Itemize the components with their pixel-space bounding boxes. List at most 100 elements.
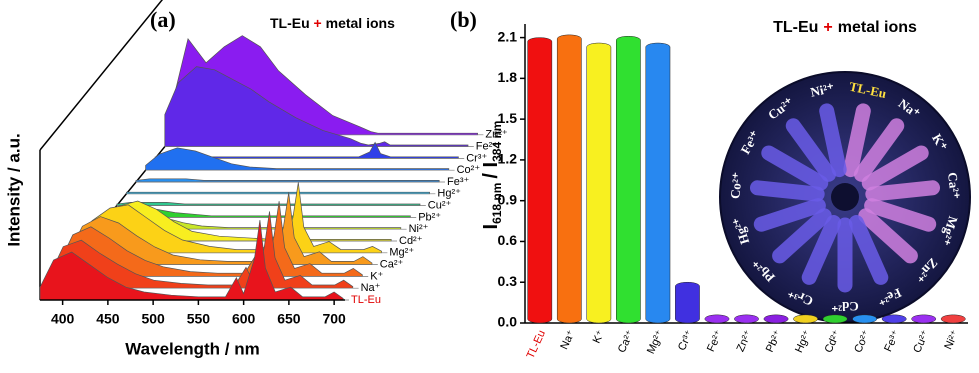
bar bbox=[793, 314, 818, 324]
inset-label: Cd²⁺ bbox=[831, 299, 859, 314]
inset-tube bbox=[853, 118, 905, 182]
spectrum-area bbox=[135, 178, 440, 183]
series-label: Na⁺ bbox=[361, 282, 381, 294]
series-label: Cu²⁺ bbox=[428, 200, 452, 212]
series-label: TL-Eu bbox=[351, 294, 381, 306]
inset-label: Ni²⁺ bbox=[809, 80, 835, 100]
x-tick-label: Cu²⁺ bbox=[911, 328, 932, 355]
bar bbox=[911, 314, 937, 324]
title-part: metal ions bbox=[838, 19, 917, 36]
y-label-part: I bbox=[480, 224, 502, 230]
y-label-part: 384 nm bbox=[490, 121, 504, 162]
x-tick-label: Fe²⁺ bbox=[705, 328, 725, 353]
chart-title: TL-Eu + metal ions bbox=[270, 15, 395, 31]
inset-tube bbox=[858, 208, 918, 264]
inset-tube bbox=[772, 208, 832, 264]
x-tick-label: Cd²⁺ bbox=[823, 328, 844, 355]
bar bbox=[734, 314, 759, 324]
y-tick-label: 0.0 bbox=[498, 314, 518, 330]
series-label: Cd²⁺ bbox=[399, 235, 423, 247]
x-tick-label: 400 bbox=[51, 311, 75, 327]
x-axis-label: Wavelength / nm bbox=[125, 339, 259, 358]
inset-tube bbox=[801, 215, 842, 285]
y-label-part: 618 nm bbox=[490, 183, 504, 224]
spectrum-area bbox=[39, 219, 344, 301]
y-tick-label: 2.1 bbox=[498, 28, 518, 44]
inset-tube bbox=[819, 103, 847, 178]
inset-tube bbox=[761, 145, 829, 191]
bar bbox=[763, 314, 789, 324]
panel-label: (b) bbox=[450, 7, 477, 32]
y-axis-label: I618 nm / I384 nm bbox=[480, 121, 504, 230]
y-tick-label: 0.3 bbox=[498, 273, 518, 289]
bar bbox=[822, 314, 848, 324]
series-label: Zn²⁺ bbox=[485, 129, 508, 141]
inset-tube bbox=[864, 198, 937, 232]
x-tick-label: Hg²⁺ bbox=[793, 328, 814, 355]
inset-center bbox=[831, 183, 859, 211]
series-label: Pb²⁺ bbox=[418, 211, 441, 223]
x-tick-label: Ca²⁺ bbox=[616, 328, 637, 355]
bar bbox=[704, 314, 730, 324]
y-tick-label: 1.5 bbox=[498, 110, 518, 126]
bar bbox=[675, 281, 700, 324]
inset-label: Ca²⁺ bbox=[945, 172, 963, 200]
series-label: Mg²⁺ bbox=[389, 247, 414, 259]
series-label: Hg²⁺ bbox=[437, 188, 461, 200]
x-tick-label: Cr³⁺ bbox=[676, 328, 696, 352]
y-tick-label: 0.9 bbox=[498, 191, 518, 207]
series-label: Ca²⁺ bbox=[380, 259, 404, 271]
spectrum-area bbox=[126, 191, 430, 195]
series-label: Co²⁺ bbox=[457, 164, 481, 176]
series-label: Cr³⁺ bbox=[466, 152, 487, 164]
x-tick-label: 600 bbox=[232, 311, 256, 327]
x-tick-label: Fe³⁺ bbox=[882, 328, 902, 353]
series-label: Ni²⁺ bbox=[409, 223, 429, 235]
inset-tube bbox=[861, 145, 929, 191]
series-label: Fe²⁺ bbox=[476, 141, 499, 153]
bar bbox=[616, 35, 641, 324]
x-tick-label: 500 bbox=[141, 311, 165, 327]
title-part: + bbox=[823, 19, 832, 36]
inset-tube bbox=[843, 103, 871, 178]
inset-tube bbox=[848, 215, 889, 285]
x-tick-label: K⁺ bbox=[591, 328, 608, 345]
y-tick-label: 1.8 bbox=[498, 69, 518, 85]
inset-tube bbox=[785, 118, 837, 182]
y-label-part: / I bbox=[480, 162, 502, 179]
y-tick-label: 0.6 bbox=[498, 232, 518, 248]
x-tick-label: 450 bbox=[96, 311, 120, 327]
chart-title: TL-Eu + metal ions bbox=[773, 19, 917, 36]
series-label: Fe³⁺ bbox=[447, 176, 470, 188]
x-tick-label: Na⁺ bbox=[558, 328, 577, 351]
title-part: TL-Eu bbox=[773, 19, 818, 36]
series-label: K⁺ bbox=[370, 270, 383, 282]
x-tick-label: Ni²⁺ bbox=[942, 328, 961, 351]
x-tick-label: Zn²⁺ bbox=[735, 328, 755, 353]
x-tick-label: 700 bbox=[322, 311, 346, 327]
inset-tube bbox=[749, 180, 825, 202]
spectrum-area bbox=[164, 66, 469, 147]
title-part: TL-Eu bbox=[270, 15, 310, 31]
x-tick-label: 650 bbox=[277, 311, 301, 327]
bar bbox=[527, 37, 553, 324]
inset-label: K⁺ bbox=[929, 131, 951, 153]
bar bbox=[556, 34, 582, 324]
inset-tube bbox=[753, 198, 826, 232]
bar bbox=[645, 42, 671, 324]
spectrum-area bbox=[145, 147, 450, 171]
inset-tube bbox=[865, 180, 941, 202]
bar bbox=[940, 314, 966, 324]
bar bbox=[852, 314, 877, 324]
y-tick-label: 1.2 bbox=[498, 151, 518, 167]
x-tick-label: Mg²⁺ bbox=[645, 328, 666, 356]
spectrum-area bbox=[116, 202, 421, 206]
x-tick-label: Pb²⁺ bbox=[764, 328, 785, 354]
bar bbox=[881, 314, 907, 324]
y-axis-label: Intensity / a.u. bbox=[4, 133, 23, 246]
inset-label: Co²⁺ bbox=[727, 171, 745, 199]
x-tick-label: Co²⁺ bbox=[852, 328, 873, 355]
x-tick-label: TL-Eu bbox=[525, 328, 549, 360]
axis-line bbox=[39, 0, 164, 151]
